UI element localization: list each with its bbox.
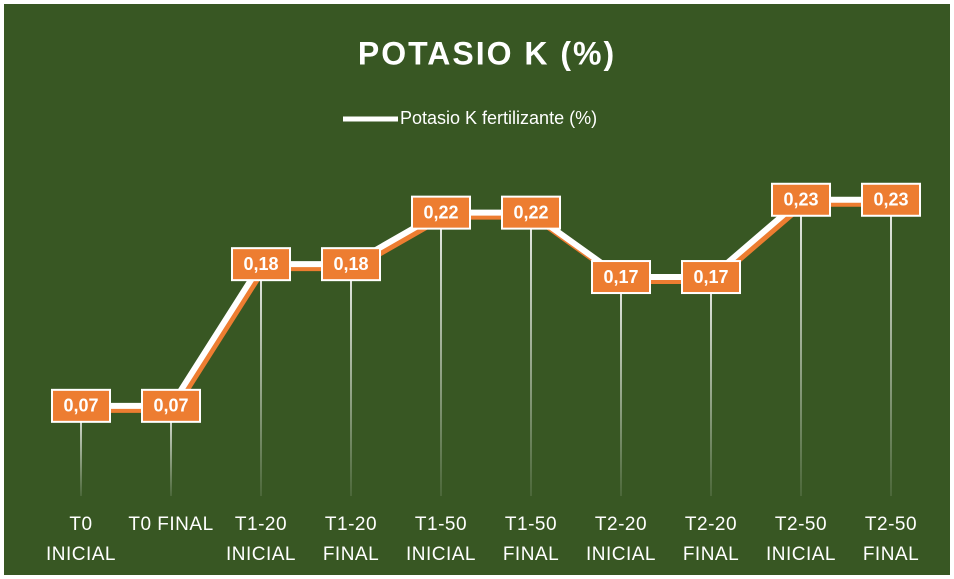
data-label-box [861, 182, 921, 217]
line-shadow [84, 200, 894, 413]
data-label: 0,07 [63, 396, 98, 416]
drop-line [170, 405, 172, 496]
data-label: 0,17 [603, 267, 638, 287]
line [81, 196, 891, 409]
drop-line [440, 212, 442, 496]
data-label: 0,18 [333, 254, 368, 274]
x-tick-label: T1-50 INICIAL [405, 514, 477, 565]
data-label: 0,23 [873, 190, 908, 210]
drop-line [80, 405, 82, 496]
legend-label: Potasio K fertilizante (%) [400, 108, 597, 128]
data-label: 0,18 [243, 254, 278, 274]
data-label: 0,22 [423, 202, 458, 222]
data-label-box [411, 195, 471, 230]
data-label-box [771, 182, 831, 217]
data-label: 0,17 [693, 267, 728, 287]
x-tick-label: T2-20 INICIAL [585, 514, 657, 565]
data-label-box [51, 388, 111, 423]
drop-line [710, 277, 712, 496]
data-label: 0,22 [513, 202, 548, 222]
x-tick-label: T0 INICIAL [45, 514, 117, 565]
drop-line [350, 264, 352, 496]
chart-background [4, 4, 950, 575]
data-label: 0,23 [783, 190, 818, 210]
x-tick-label: T1-50 FINAL [502, 514, 560, 565]
data-label: 0,07 [153, 396, 188, 416]
chart-title: POTASIO K (%) [358, 35, 616, 71]
drop-line [620, 277, 622, 496]
data-label-box [681, 260, 741, 295]
data-label-box [321, 247, 381, 282]
drop-line [890, 199, 892, 496]
x-tick-label: T2-50 FINAL [862, 514, 920, 565]
x-tick-label: T0 FINAL [128, 514, 214, 535]
data-label-box [501, 195, 561, 230]
x-tick-label: T2-20 FINAL [682, 514, 740, 565]
data-label-box [231, 247, 291, 282]
drop-line [530, 212, 532, 496]
data-label-box [591, 260, 651, 295]
x-tick-label: T1-20 INICIAL [225, 514, 297, 565]
data-label-box [141, 388, 201, 423]
x-tick-label: T1-20 FINAL [322, 514, 380, 565]
drop-line [260, 264, 262, 496]
drop-line [800, 199, 802, 496]
x-tick-label: T2-50 INICIAL [765, 514, 837, 565]
